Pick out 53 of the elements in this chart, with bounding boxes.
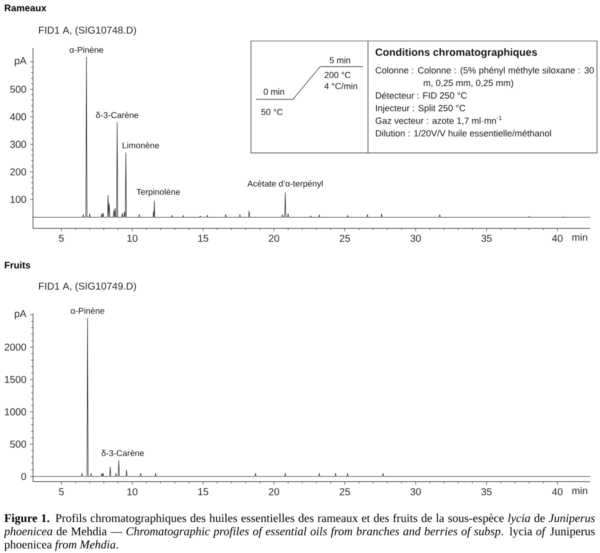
annotation: 4 °C/min [324,82,358,90]
x-tick-label: 40 [552,488,563,496]
y-tick-label: 400 [10,113,26,120]
x-tick-label: 35 [481,488,492,496]
annotation: Gaz vecteur : azote 1,7 ml·mn$^{-1}$ [376,116,502,125]
x-tick-label: 25 [340,234,350,242]
x-tick-label: 20 [268,234,280,242]
y-tick-label: 300 [10,140,26,148]
annotation: α-Pinène [70,46,104,53]
chart-title: Rameaux [4,4,46,12]
annotation: Conditions chromatographiques [376,48,537,58]
x-tick-label: 15 [198,234,208,242]
x-tick-label: 30 [410,234,421,242]
annotation: Injecteur : Split 250 °C [376,104,466,114]
annotation: 50 °C [261,108,283,116]
annotation: Dilution : 1/20V/V huile essentielle/méthanol [376,130,551,136]
x-tick-label: 30 [410,488,421,496]
y-tick-label: pA [14,57,26,66]
chart-title: Fruits [4,261,30,268]
y-tick-label: 200 [10,168,26,176]
y-tick-label: 0 [21,472,26,480]
annotation: 0 min [264,88,284,95]
annotation: Limonène [122,142,159,148]
x-tick-label: 5 [58,234,64,242]
x-tick-label: 40 [552,234,563,242]
x-tick-label: 20 [268,488,280,496]
annotation: Acètate d’α-terpényl [247,180,323,188]
text: Figure 1. Profils chromatographiques des huiles essentielles des rameaux et des fruits de la sous-espèce lycia de Juniperus phoenicea de Mehdia — Chromatographic profiles of essential oils from branches and berries of subsp. lycia of Juniperus phoenicea from Mehdia. [4,514,595,551]
x-axis-title: min [572,233,588,241]
annotation: δ-3-Carène [96,112,138,118]
y-tick-label: 100 [10,196,26,203]
y-tick-label: 1000 [4,408,26,416]
x-tick-label: 35 [481,234,492,242]
y-tick-label: 500 [10,86,26,93]
annotation: δ-3-Carène [102,450,144,456]
y-tick-label: pA [14,310,26,320]
annotation: α-Pinène [70,307,104,314]
annotation: Colonne : Colonne : (5% phényl méthyle siloxane : 30 m, 0,25 mm, 0,25 mm) [376,66,594,88]
x-tick-label: 15 [198,488,208,496]
x-tick-label: 5 [58,488,64,496]
x-tick-label: 10 [127,234,138,242]
y-tick-label: 2000 [4,344,26,351]
chart-subtitle: FID1 A, (SIG10749.D) [39,282,136,292]
annotation: Terpinolène [136,188,180,197]
annotation: 200 °C [324,72,351,78]
chart-subtitle: FID1 A, (SIG10748.D) [39,26,136,36]
x-tick-label: 25 [340,488,350,496]
annotation: Détecteur : FID 250 °C [376,92,467,99]
annotation: 5 min [330,56,350,64]
y-tick-label: 500 [10,440,26,448]
y-tick-label: 1500 [4,376,26,384]
x-tick-label: 10 [127,488,138,496]
x-axis-title: min [572,486,588,494]
